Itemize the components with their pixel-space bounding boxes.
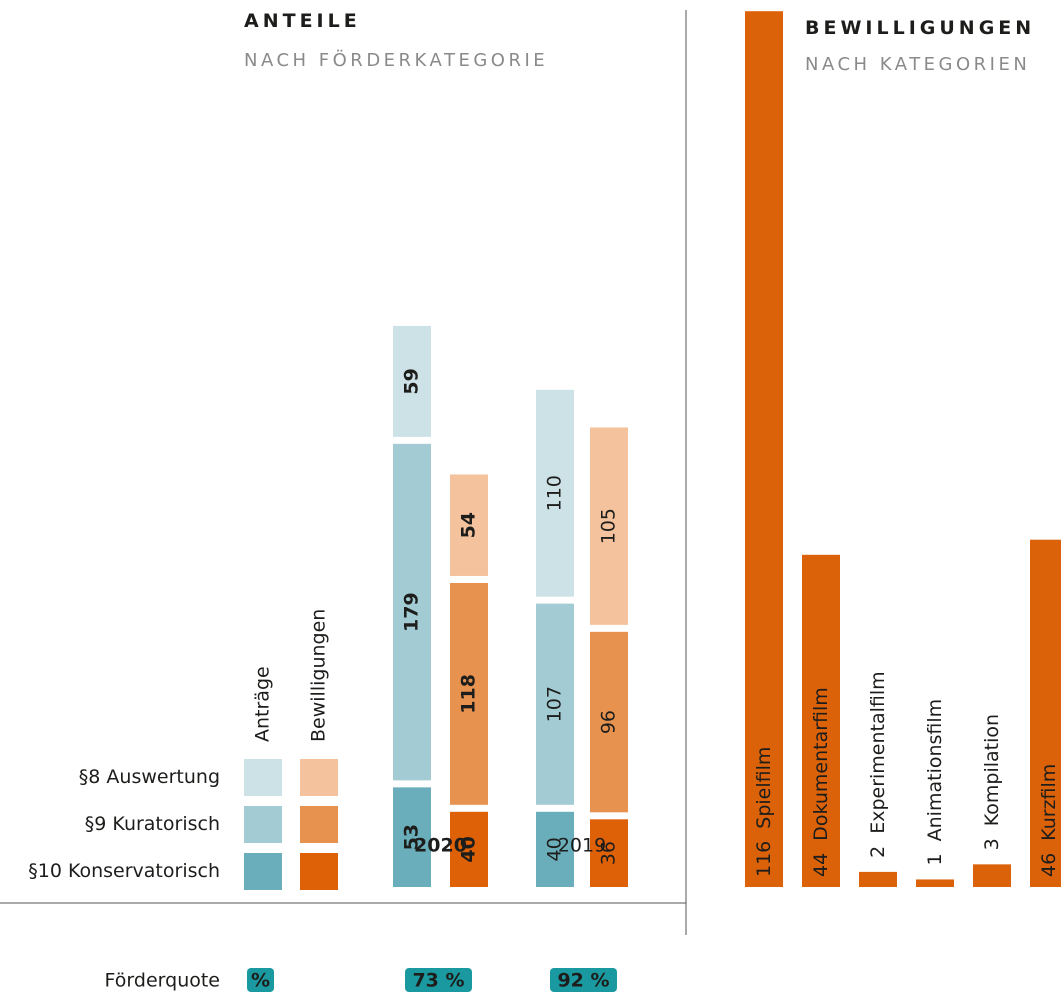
bar xyxy=(973,864,1011,887)
quota-value: 73 % xyxy=(412,970,464,992)
bar-segment xyxy=(393,787,431,887)
bar-label: 44 Dokumentarfilm xyxy=(810,687,832,877)
data-label: 40 xyxy=(458,836,480,862)
category-label: Dokumentarfilm xyxy=(810,687,832,841)
data-label: 1 xyxy=(924,853,946,865)
legend-label: §8 Auswertung xyxy=(79,766,220,788)
x-tick-label: 2019 xyxy=(558,835,606,857)
data-label: 53 xyxy=(401,824,423,850)
legend-swatch xyxy=(244,806,282,843)
quota-chip xyxy=(405,968,472,992)
quota-value: 92 % xyxy=(557,970,609,992)
category-label: Animationsfilm xyxy=(924,699,946,842)
data-label: 179 xyxy=(401,592,423,632)
bar-segment xyxy=(536,389,574,597)
data-label: 46 xyxy=(1038,853,1060,877)
quota-chip xyxy=(247,968,274,992)
bar-segment xyxy=(536,603,574,805)
legend-swatch xyxy=(244,759,282,796)
data-label: 59 xyxy=(401,368,423,394)
bar-segment xyxy=(536,811,574,887)
bar-label: 2 Experimentalfilm xyxy=(867,671,889,858)
bar-segment xyxy=(450,582,488,805)
legend-label: §10 Konservatorisch xyxy=(28,860,220,882)
data-label: 118 xyxy=(458,674,480,714)
data-label: 107 xyxy=(544,686,566,722)
category-label: Spielfilm xyxy=(753,747,775,829)
data-label: 54 xyxy=(458,512,480,538)
data-label: 40 xyxy=(544,837,566,861)
bar xyxy=(859,871,897,887)
chart-title: ANTEILE xyxy=(244,10,361,32)
data-label: 116 xyxy=(753,841,775,877)
data-label: 96 xyxy=(598,710,620,734)
bar xyxy=(1030,539,1061,887)
chart-subtitle: NACH KATEGORIEN xyxy=(805,54,1030,75)
bar xyxy=(745,11,783,887)
bar-label: 46 Kurzfilm xyxy=(1038,764,1060,877)
quota-chip xyxy=(550,968,617,992)
quota-unit: % xyxy=(251,970,270,992)
data-label: 2 xyxy=(867,846,889,858)
data-label: 36 xyxy=(598,841,620,865)
legend-swatch xyxy=(300,759,338,796)
bar-segment xyxy=(590,819,628,887)
category-label: Experimentalfilm xyxy=(867,671,889,833)
category-label: Kurzfilm xyxy=(1038,764,1060,841)
marks: §10 Konservatorisch §9 Kuratorisch §8 Ausw… xyxy=(28,11,1061,992)
data-label: 3 xyxy=(981,838,1003,850)
bar-label: 3 Kompilation xyxy=(981,714,1003,850)
legend-header: Anträge xyxy=(252,666,274,742)
legend-label: §9 Kuratorisch xyxy=(85,813,220,835)
bar-segment xyxy=(450,811,488,887)
bar xyxy=(916,879,954,887)
x-tick-label: 2020 xyxy=(414,835,467,857)
legend-header: Bewilligungen xyxy=(308,609,330,742)
bar xyxy=(802,554,840,887)
chart-subtitle: NACH FÖRDERKATEGORIE xyxy=(244,49,548,71)
data-label: 44 xyxy=(810,853,832,877)
quota-label: Förderquote xyxy=(105,970,220,992)
bar-segment xyxy=(393,443,431,781)
bar-segment xyxy=(590,631,628,813)
bar-label: 116 Spielfilm xyxy=(753,747,775,877)
legend-swatch xyxy=(244,853,282,890)
data-label: 105 xyxy=(598,508,620,544)
chart-title: BEWILLIGUNGEN xyxy=(805,17,1035,39)
bar-segment xyxy=(590,427,628,625)
data-label: 110 xyxy=(544,475,566,511)
category-label: Kompilation xyxy=(981,714,1003,826)
legend-swatch xyxy=(300,853,338,890)
legend-swatch xyxy=(300,806,338,843)
bar-segment xyxy=(450,474,488,576)
bar-label: 1 Animationsfilm xyxy=(924,699,946,866)
bar-segment xyxy=(393,325,431,437)
